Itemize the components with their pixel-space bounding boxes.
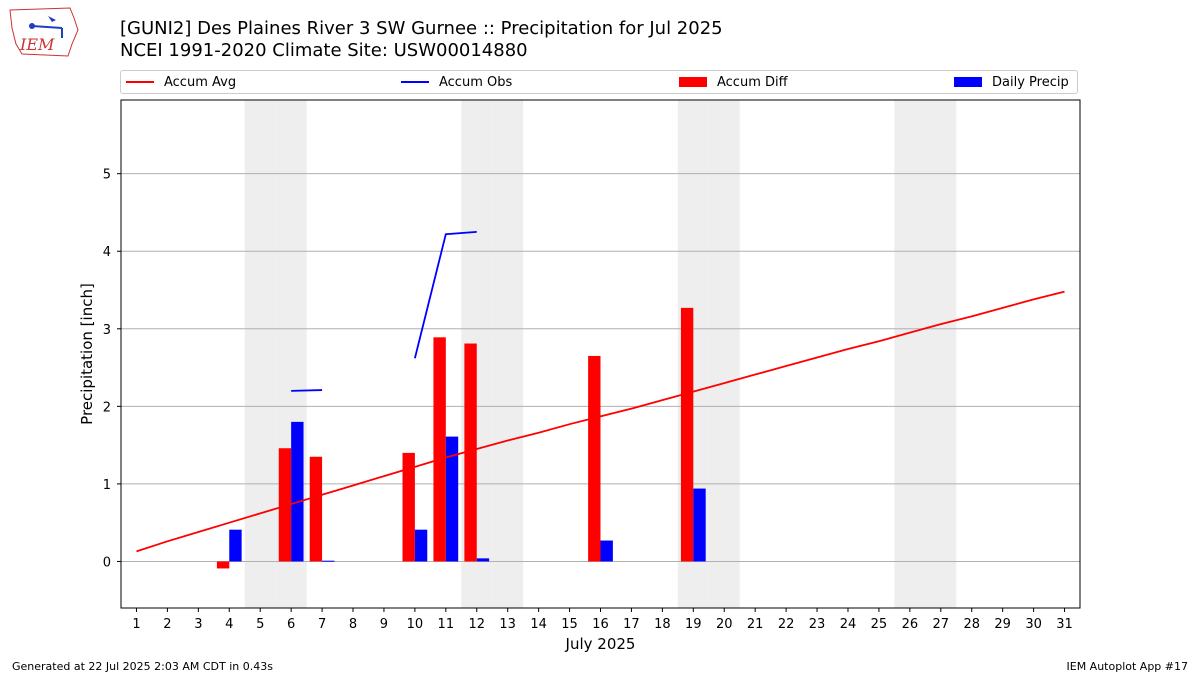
accum-diff-bar-day-4 xyxy=(216,561,230,569)
legend-label-accum-diff: Accum Diff xyxy=(717,74,788,90)
accum-diff-bar-day-10 xyxy=(402,452,415,562)
x-tick-label-18: 18 xyxy=(654,617,671,632)
daily-precip-bar-day-7 xyxy=(322,560,335,562)
accum-diff-bars xyxy=(216,307,694,569)
accum-obs-line xyxy=(291,230,477,392)
daily-precip-bars xyxy=(229,421,706,562)
x-tick-label-17: 17 xyxy=(623,617,640,632)
x-tick-label-11: 11 xyxy=(438,617,455,632)
chart-subtitle: NCEI 1991-2020 Climate Site: USW00014880 xyxy=(120,40,528,61)
y-tick-label-2: 2 xyxy=(103,400,111,415)
weekend-bands xyxy=(244,100,957,608)
daily-precip-bar-day-6 xyxy=(291,421,304,562)
legend-swatch-accum-diff xyxy=(679,77,707,87)
accum-diff-bar-day-6 xyxy=(278,448,292,562)
daily-precip-bar-day-10 xyxy=(414,529,428,562)
wind-vane-icon xyxy=(48,16,56,22)
x-tick-label-27: 27 xyxy=(933,617,950,632)
x-tick-label-31: 31 xyxy=(1056,617,1073,632)
x-tick-label-5: 5 xyxy=(256,617,264,632)
x-tick-label-6: 6 xyxy=(287,617,295,632)
x-tick-label-20: 20 xyxy=(716,617,733,632)
x-tick-label-10: 10 xyxy=(407,617,424,632)
x-tick-label-9: 9 xyxy=(380,617,388,632)
weekend-band-day-19 xyxy=(677,100,709,608)
y-axis-label: Precipitation [inch] xyxy=(78,283,96,425)
accum-obs-line-segment-0 xyxy=(291,389,323,392)
y-tick-label-3: 3 xyxy=(103,323,111,338)
x-tick-label-8: 8 xyxy=(349,617,357,632)
daily-precip-bar-day-16 xyxy=(600,540,613,562)
accum-avg-line xyxy=(136,290,1065,553)
legend-swatch-accum-avg xyxy=(126,81,154,83)
logo-text: IEM xyxy=(19,35,55,54)
daily-precip-bar-day-12 xyxy=(476,558,490,562)
accum-diff-bar-day-16 xyxy=(588,355,601,562)
iowa-outline xyxy=(9,7,79,57)
y-tick-label-1: 1 xyxy=(103,478,111,493)
weekend-band-day-20 xyxy=(708,100,740,608)
x-tick-label-21: 21 xyxy=(747,617,764,632)
x-tick-label-4: 4 xyxy=(225,617,233,632)
x-tick-label-24: 24 xyxy=(840,617,857,632)
x-tick-label-26: 26 xyxy=(902,617,919,632)
accum-diff-bar-day-7 xyxy=(309,456,323,562)
accum-obs-line-segment-1 xyxy=(414,230,477,359)
legend-item-accum-obs: Accum Obs xyxy=(401,71,512,93)
x-tick-label-1: 1 xyxy=(132,617,140,632)
x-tick-label-7: 7 xyxy=(318,617,326,632)
y-tick-label-0: 0 xyxy=(103,555,111,570)
y-tick-label-4: 4 xyxy=(103,245,111,260)
x-tick-label-3: 3 xyxy=(194,617,202,632)
x-tick-label-25: 25 xyxy=(871,617,888,632)
weekend-band-day-13 xyxy=(492,100,524,608)
x-tick-label-16: 16 xyxy=(592,617,609,632)
chart-title: [GUNI2] Des Plaines River 3 SW Gurnee ::… xyxy=(120,18,723,39)
accum-diff-bar-day-19 xyxy=(680,307,694,562)
generated-timestamp: Generated at 22 Jul 2025 2:03 AM CDT in … xyxy=(12,660,273,673)
x-tick-label-19: 19 xyxy=(685,617,702,632)
legend-item-daily-precip: Daily Precip xyxy=(954,71,1069,93)
weekend-band-day-6 xyxy=(275,100,307,608)
x-tick-label-30: 30 xyxy=(1025,617,1042,632)
accum-diff-bar-day-12 xyxy=(464,343,477,562)
x-tick-label-13: 13 xyxy=(499,617,516,632)
weekend-band-day-26 xyxy=(894,100,926,608)
weekend-band-day-12 xyxy=(461,100,493,608)
y-tick-label-5: 5 xyxy=(103,168,111,183)
plot-frame xyxy=(120,99,1081,609)
x-tick-label-2: 2 xyxy=(163,617,171,632)
legend-swatch-daily-precip xyxy=(954,77,982,87)
legend-label-accum-obs: Accum Obs xyxy=(439,74,513,90)
daily-precip-bar-day-11 xyxy=(445,436,459,562)
x-tick-label-29: 29 xyxy=(994,617,1011,632)
gridlines xyxy=(121,173,1080,562)
iem-logo: IEM xyxy=(9,7,79,57)
legend-item-accum-avg: Accum Avg xyxy=(126,71,236,93)
x-axis-ticks: 1 2 3 4 5 6 7 8 9 10 11 12 13 14 15 16 17 18 19 20 21 22 23 24 2… xyxy=(132,608,1073,632)
x-tick-label-23: 23 xyxy=(809,617,826,632)
x-tick-label-15: 15 xyxy=(561,617,578,632)
x-tick-label-14: 14 xyxy=(530,617,547,632)
x-tick-label-12: 12 xyxy=(468,617,485,632)
accum-diff-bar-day-11 xyxy=(433,337,446,562)
x-tick-label-28: 28 xyxy=(963,617,980,632)
app-id: IEM Autoplot App #17 xyxy=(1066,660,1189,673)
weekend-band-day-27 xyxy=(925,100,957,608)
legend-label-daily-precip: Daily Precip xyxy=(992,74,1069,90)
y-axis-ticks: 0 1 2 3 4 5 xyxy=(103,168,121,570)
x-axis-label: July 2025 xyxy=(565,635,636,653)
accum-avg-line-segment-0 xyxy=(136,290,1065,553)
legend-label-accum-avg: Accum Avg xyxy=(164,74,237,90)
daily-precip-bar-day-4 xyxy=(229,529,242,562)
x-tick-label-22: 22 xyxy=(778,617,795,632)
legend: Accum Avg Accum Obs Accum Diff Daily Pre… xyxy=(120,70,1078,94)
weekend-band-day-5 xyxy=(244,100,276,608)
legend-item-accum-diff: Accum Diff xyxy=(679,71,788,93)
legend-swatch-accum-obs xyxy=(401,81,429,83)
daily-precip-bar-day-19 xyxy=(693,488,706,562)
